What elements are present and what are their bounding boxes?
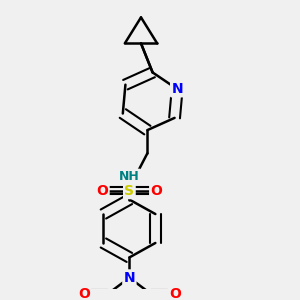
Text: N: N [124, 271, 135, 285]
Text: O: O [150, 184, 162, 198]
Text: O: O [78, 287, 90, 300]
Text: N: N [171, 82, 183, 96]
Text: NH: NH [119, 170, 140, 183]
Text: O: O [169, 287, 181, 300]
Text: S: S [124, 184, 134, 198]
Text: O: O [96, 184, 108, 198]
